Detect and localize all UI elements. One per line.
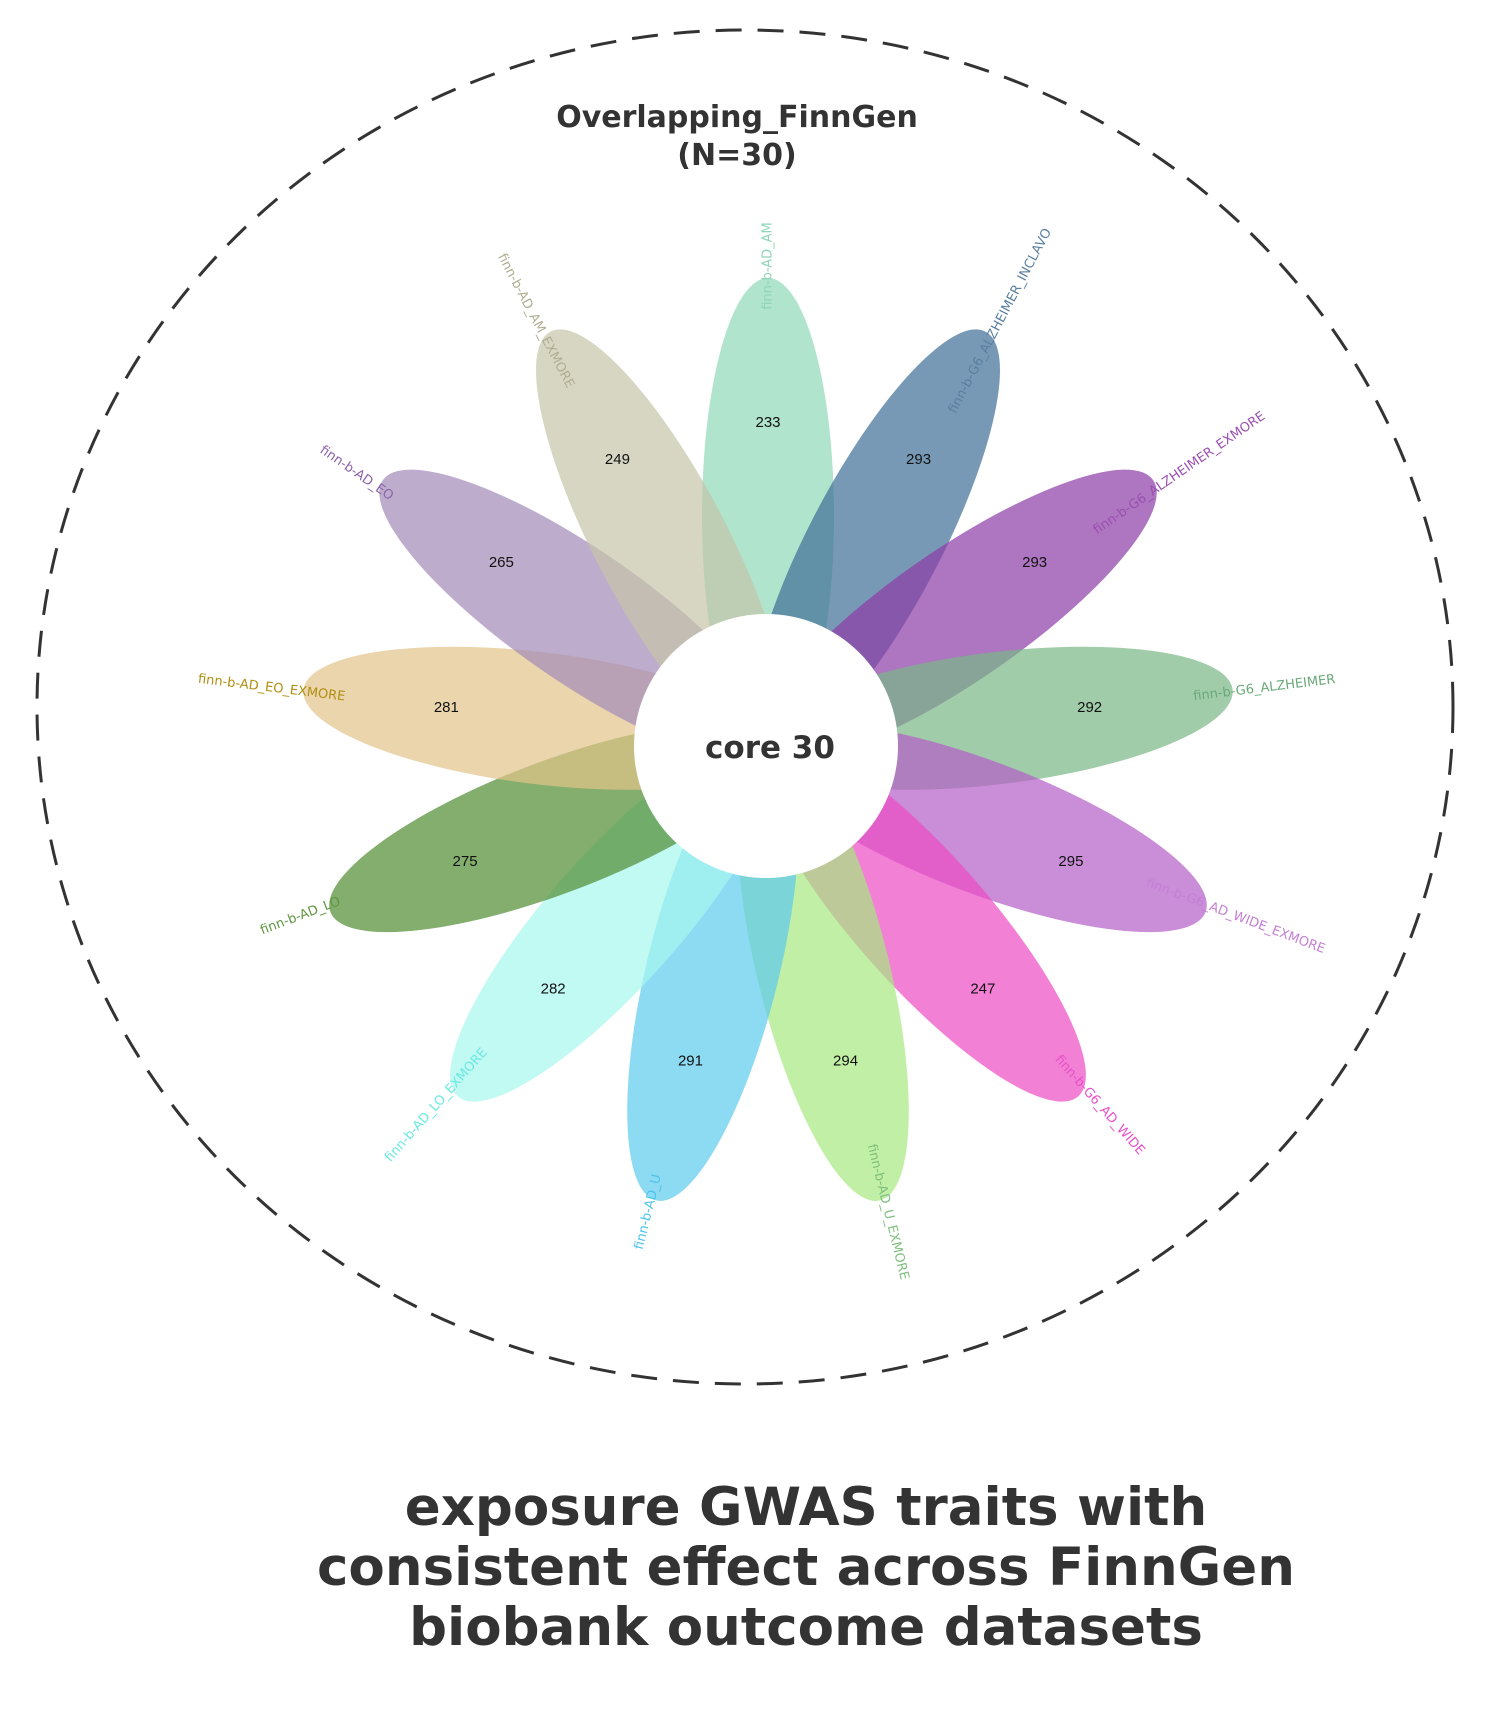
petal-count-finn-b-G6_ALZHEIMER_EXMORE: 293 — [1022, 554, 1047, 571]
core-circle — [634, 614, 898, 878]
petal-count-finn-b-AD_AM: 233 — [755, 414, 780, 431]
petal-label-finn-b-AD_U: finn-b-AD_U — [632, 1173, 665, 1251]
petal-counts-group: 233 293 293 292 295 247 294 291 282 275 281 265 249 — [434, 414, 1102, 1070]
chart-subtitle: (N=30) — [677, 138, 796, 173]
outer-dashed-boundary — [35, 28, 1455, 1386]
petal-label-finn-b-AD_AM: finn-b-AD_AM — [761, 222, 776, 310]
petal-count-finn-b-AD_LO: 275 — [453, 853, 478, 870]
petal-count-finn-b-AD_EO_EXMORE: 281 — [434, 699, 459, 716]
figure-caption: exposure GWAS traits with consistent eff… — [317, 1477, 1295, 1658]
petal-count-finn-b-G6_AD_WIDE_EXMORE: 295 — [1058, 853, 1083, 870]
petal-count-finn-b-AD_AM_EXMORE: 249 — [605, 451, 630, 468]
petal-count-finn-b-G6_ALZHEIMER_INCLAVO: 293 — [906, 451, 931, 468]
chart-title: Overlapping_FinnGen — [556, 100, 918, 135]
petal-label-finn-b-G6_ALZHEIMER_INCLAVO: finn-b-G6_ALZHEIMER_INCLAVO — [946, 226, 1055, 416]
petal-label-finn-b-AD_EO: finn-b-AD_EO — [317, 443, 396, 504]
petal-count-finn-b-AD_U_EXMORE: 294 — [833, 1053, 858, 1070]
petal-label-finn-b-AD_AM_EXMORE: finn-b-AD_AM_EXMORE — [494, 251, 577, 391]
petal-count-finn-b-G6_ALZHEIMER: 292 — [1077, 699, 1102, 716]
petal-count-finn-b-AD_EO: 265 — [489, 554, 514, 571]
core-label: core 30 — [705, 730, 835, 766]
petal-count-finn-b-G6_AD_WIDE: 247 — [970, 981, 995, 998]
petal-label-finn-b-AD_LO: finn-b-AD_LO — [258, 894, 342, 938]
petal-label-finn-b-AD_LO_EXMORE: finn-b-AD_LO_EXMORE — [382, 1045, 491, 1165]
petal-count-finn-b-AD_LO_EXMORE: 282 — [541, 981, 566, 998]
petal-count-finn-b-AD_U: 291 — [678, 1053, 703, 1070]
petal-label-finn-b-G6_AD_WIDE: finn-b-G6_AD_WIDE — [1052, 1052, 1148, 1158]
